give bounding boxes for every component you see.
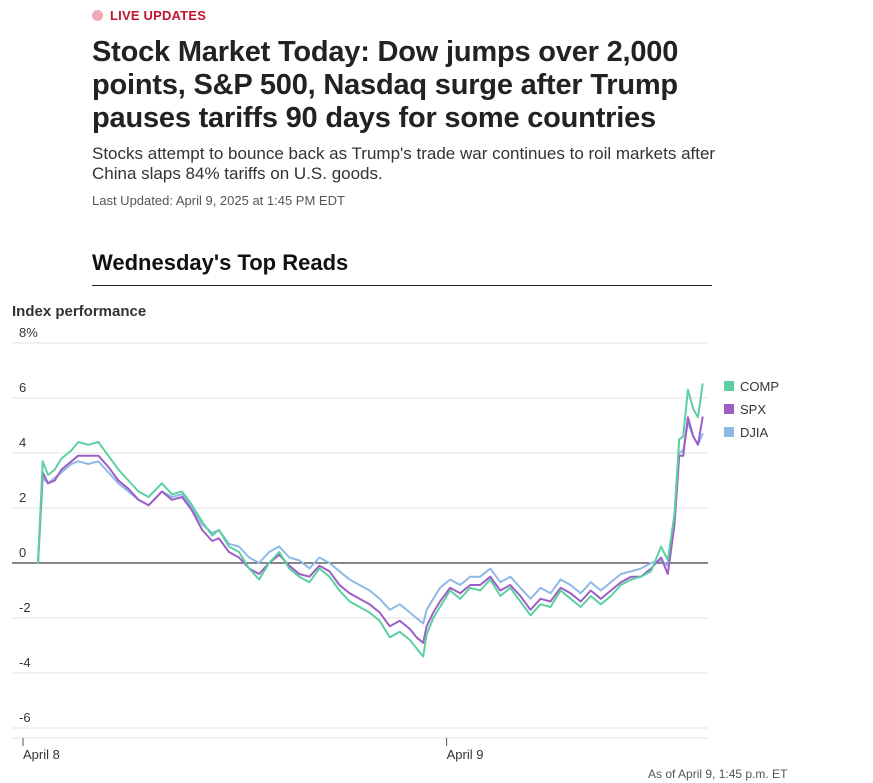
legend-swatch-comp [724, 381, 734, 391]
x-axis: April 8 April 9 [12, 737, 708, 762]
y-tick-label: -6 [19, 710, 31, 725]
y-tick-label: 0 [19, 545, 26, 560]
y-tick-label: -4 [19, 655, 31, 670]
legend-label-comp: COMP [740, 379, 779, 394]
x-tick-label: April 8 [23, 747, 60, 762]
chart-timestamp-note: As of April 9, 1:45 p.m. ET [648, 767, 788, 781]
live-dot-icon [92, 10, 103, 21]
index-performance-chart: 8% 6 4 2 0 -2 -4 -6 April 8 April 9 COMP SPX DJIA [12, 325, 779, 762]
y-tick-label: 4 [19, 435, 26, 450]
y-tick-label: -2 [19, 600, 31, 615]
y-axis-labels: 8% 6 4 2 0 -2 -4 -6 [19, 325, 38, 725]
live-updates-badge: LIVE UPDATES [92, 8, 206, 23]
legend-swatch-djia [724, 427, 734, 437]
section-divider [92, 285, 712, 286]
chart-grid [12, 342, 708, 729]
series-line-comp [37, 383, 704, 658]
legend-label-spx: SPX [740, 402, 766, 417]
y-tick-label: 6 [19, 380, 26, 395]
last-updated: Last Updated: April 9, 2025 at 1:45 PM E… [92, 193, 345, 208]
y-tick-label: 8% [19, 325, 38, 340]
x-tick-label: April 9 [447, 747, 484, 762]
headline: Stock Market Today: Dow jumps over 2,000… [92, 36, 679, 134]
y-tick-label: 2 [19, 490, 26, 505]
article-dek: Stocks attempt to bounce back as Trump's… [92, 144, 716, 183]
chart-legend: COMP SPX DJIA [724, 379, 779, 440]
legend-swatch-spx [724, 404, 734, 414]
chart-title: Index performance [12, 303, 147, 320]
live-updates-label: LIVE UPDATES [110, 8, 207, 23]
series-line-spx [37, 416, 704, 644]
section-title: Wednesday's Top Reads [92, 250, 349, 275]
legend-label-djia: DJIA [740, 425, 769, 440]
chart-series [37, 383, 704, 658]
